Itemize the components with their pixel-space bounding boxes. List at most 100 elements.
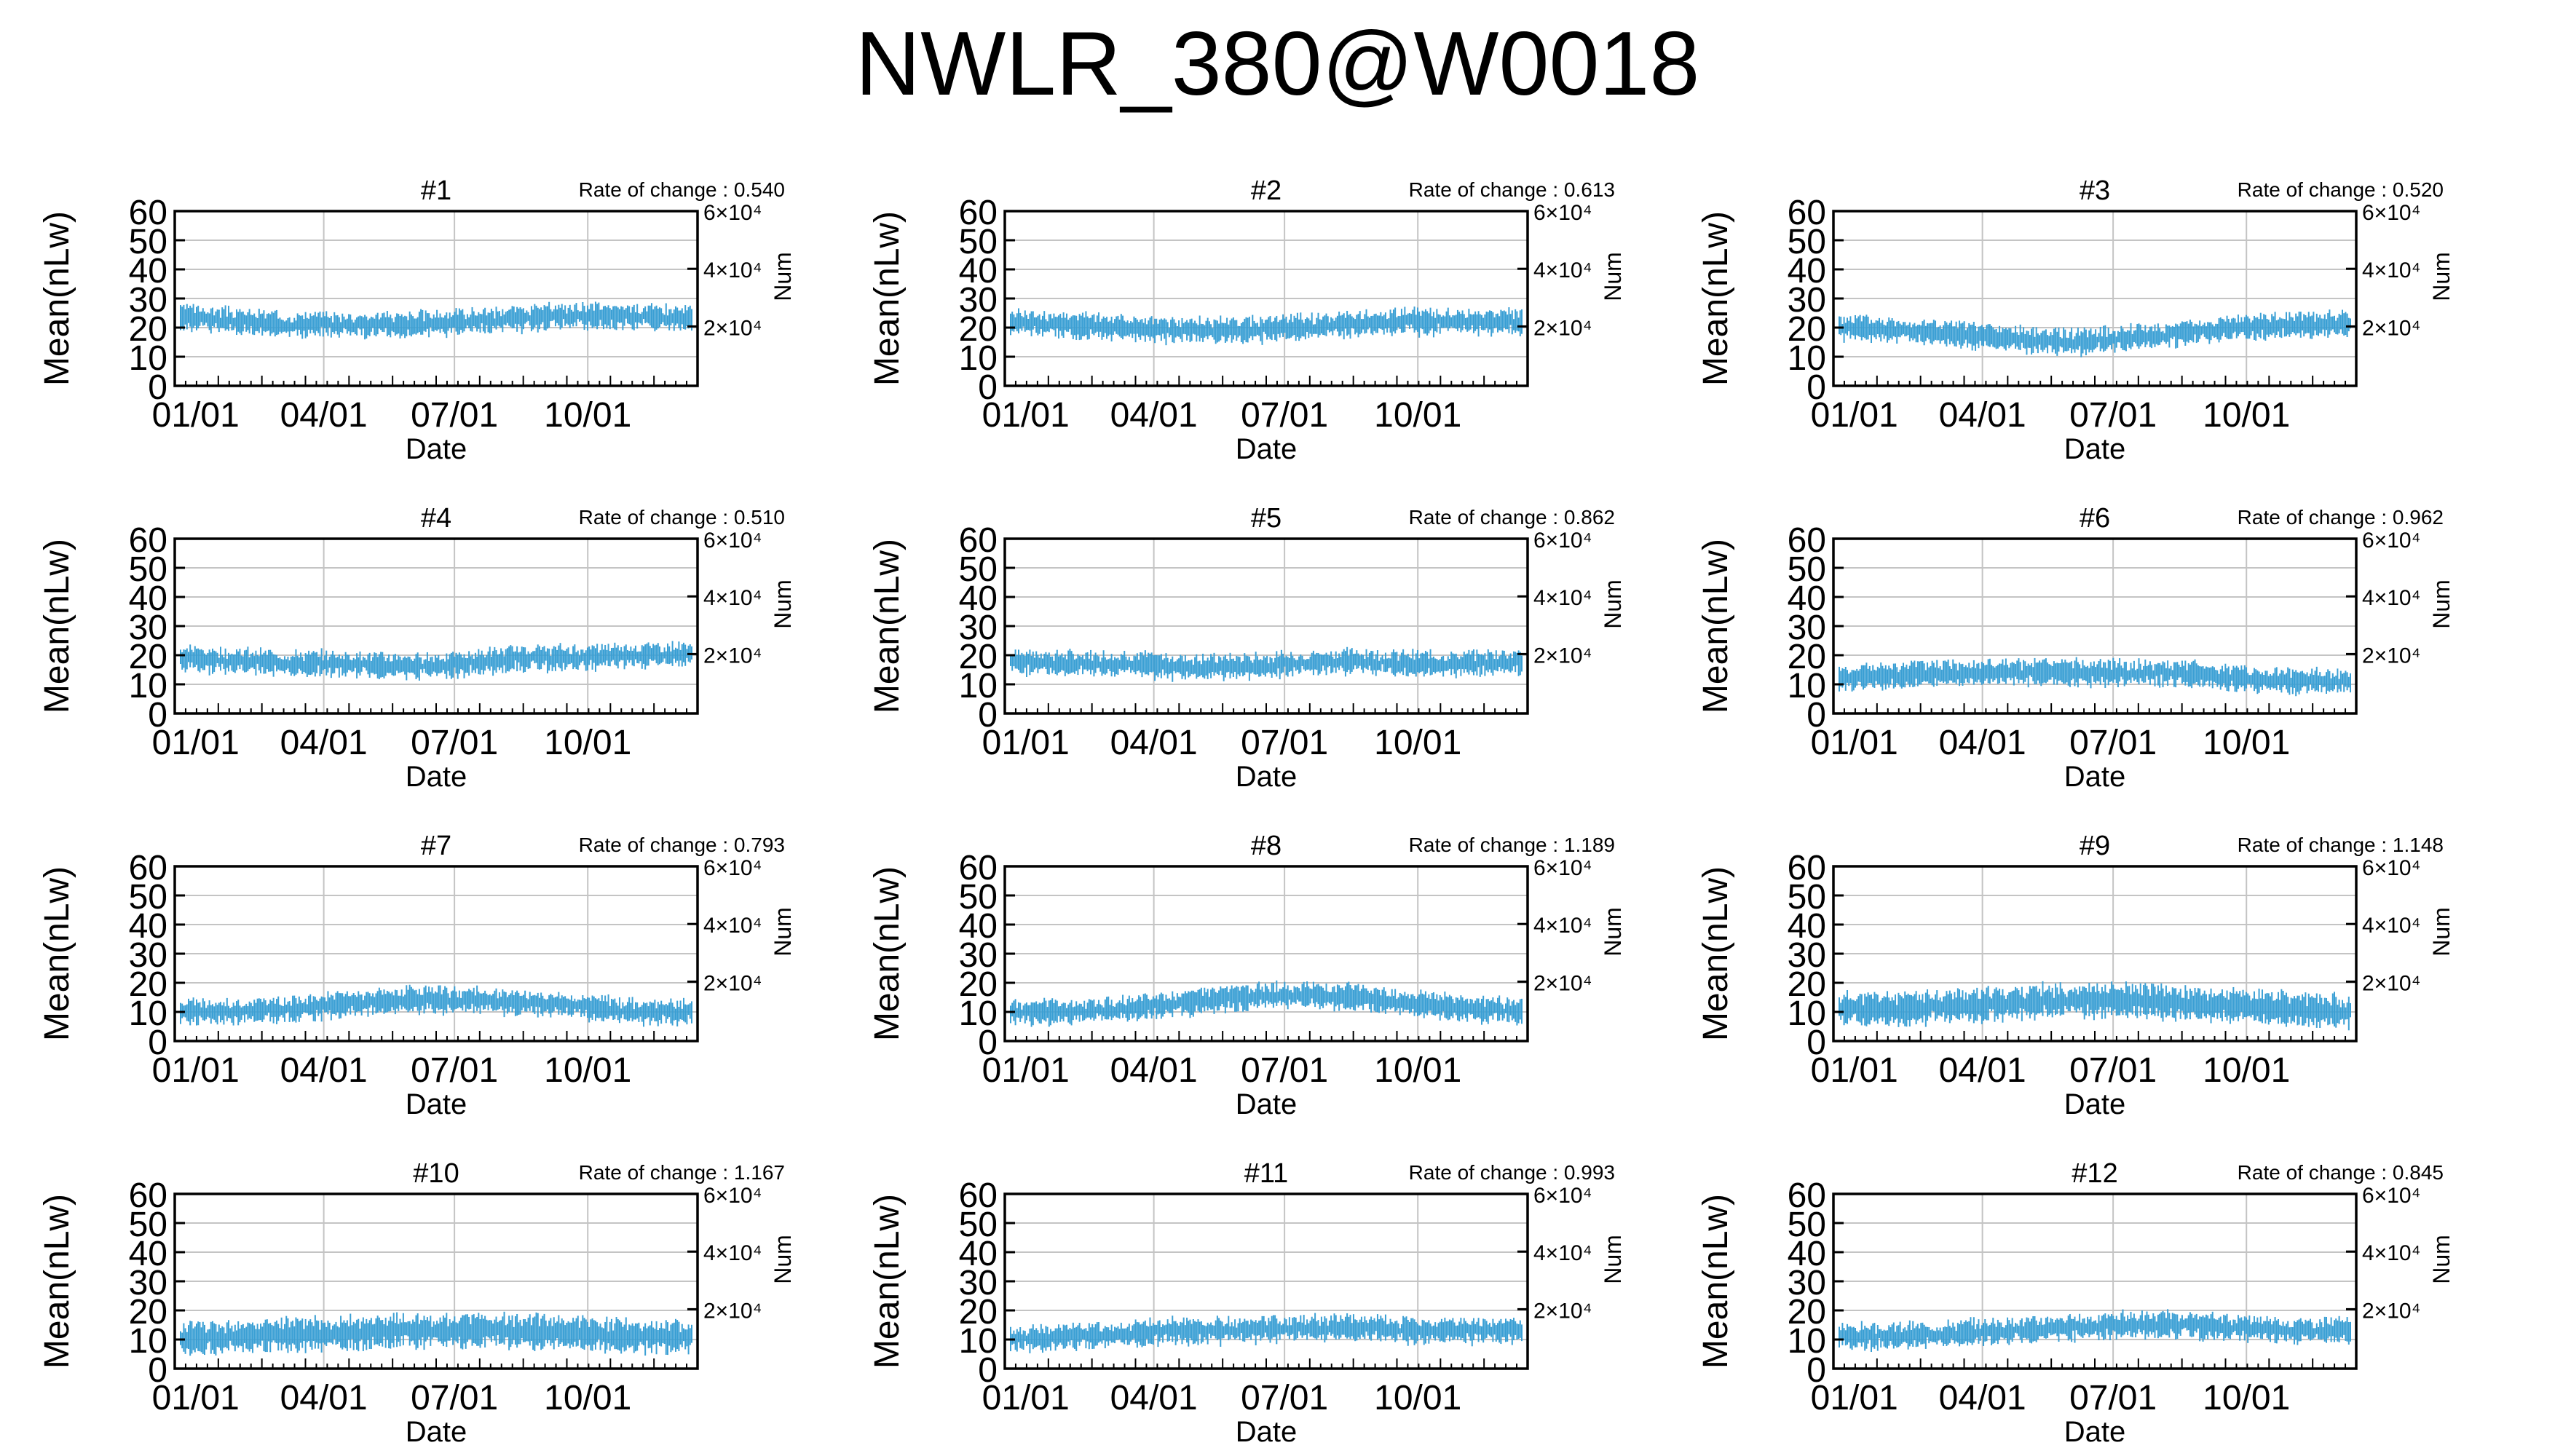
- ytick-label: 50: [959, 223, 998, 261]
- y2tick-label: 4×10⁴: [1533, 586, 1592, 610]
- ytick-label: 40: [1788, 907, 1826, 946]
- xtick-label: 04/01: [280, 396, 368, 435]
- xtick-label: 01/01: [982, 1051, 1070, 1090]
- y2tick-label: 2×10⁴: [703, 644, 762, 668]
- y-axis-label: Mean(nLw): [38, 211, 76, 386]
- ytick-label: 20: [959, 965, 998, 1004]
- ytick-label: 60: [129, 194, 167, 232]
- y2tick-label: 4×10⁴: [703, 258, 762, 282]
- ytick-label: 20: [129, 310, 167, 349]
- ytick-label: 20: [959, 1293, 998, 1332]
- y2tick-label: 2×10⁴: [703, 1299, 762, 1323]
- ytick-label: 50: [129, 1206, 167, 1244]
- xtick-label: 01/01: [152, 396, 240, 435]
- ytick-label: 50: [1788, 1206, 1826, 1244]
- xtick-label: 01/01: [152, 1379, 240, 1417]
- xtick-label: 10/01: [544, 1051, 631, 1090]
- y-axis-label: Mean(nLw): [38, 1194, 76, 1369]
- xtick-label: 04/01: [1939, 1379, 2026, 1417]
- ytick-label: 0: [1806, 696, 1826, 735]
- xtick-label: 07/01: [1241, 1379, 1328, 1417]
- ytick-label: 50: [959, 550, 998, 589]
- ytick-label: 10: [959, 994, 998, 1033]
- y2tick-label: 4×10⁴: [703, 914, 762, 938]
- ytick-label: 40: [959, 252, 998, 290]
- y2tick-label: 6×10⁴: [2362, 201, 2420, 225]
- ytick-label: 20: [129, 965, 167, 1004]
- ytick-label: 40: [129, 252, 167, 290]
- xtick-label: 10/01: [544, 1379, 631, 1417]
- y2-axis-label: Num: [2428, 1235, 2455, 1284]
- xtick-label: 04/01: [1110, 1379, 1198, 1417]
- ytick-label: 10: [129, 339, 167, 378]
- panel-title: #11: [1244, 1158, 1289, 1189]
- y2tick-label: 6×10⁴: [2362, 856, 2420, 880]
- ytick-label: 10: [1788, 1322, 1826, 1361]
- ytick-label: 20: [1788, 638, 1826, 676]
- y2tick-label: 6×10⁴: [703, 856, 762, 880]
- xtick-label: 07/01: [1241, 724, 1328, 762]
- xtick-label: 07/01: [2069, 396, 2157, 435]
- y2tick-label: 6×10⁴: [703, 1184, 762, 1208]
- rate-of-change: Rate of change : 1.148: [2238, 834, 2444, 856]
- y2tick-label: 4×10⁴: [703, 1241, 762, 1265]
- rate-of-change: Rate of change : 0.540: [579, 178, 785, 201]
- y2tick-label: 2×10⁴: [1533, 644, 1592, 668]
- ytick-label: 60: [1788, 521, 1826, 560]
- y2tick-label: 4×10⁴: [703, 586, 762, 610]
- y2tick-label: 4×10⁴: [1533, 914, 1592, 938]
- xtick-label: 10/01: [544, 396, 631, 435]
- y2tick-label: 6×10⁴: [2362, 1184, 2420, 1208]
- ytick-label: 10: [1788, 339, 1826, 378]
- xtick-label: 10/01: [2203, 724, 2290, 762]
- xtick-label: 04/01: [1939, 724, 2026, 762]
- ytick-label: 30: [129, 936, 167, 975]
- rate-of-change: Rate of change : 0.520: [2238, 178, 2444, 201]
- panel-title: #7: [421, 831, 451, 861]
- ytick-label: 20: [1788, 310, 1826, 349]
- y2tick-label: 2×10⁴: [703, 971, 762, 995]
- xtick-label: 01/01: [982, 724, 1070, 762]
- xtick-label: 01/01: [982, 1379, 1070, 1417]
- xtick-label: 01/01: [1811, 396, 1898, 435]
- y2tick-label: 4×10⁴: [2362, 1241, 2420, 1265]
- x-axis-label: Date: [406, 761, 467, 793]
- xtick-label: 07/01: [1241, 396, 1328, 435]
- ytick-label: 60: [959, 521, 998, 560]
- panel-title: #9: [2080, 831, 2110, 861]
- rate-of-change: Rate of change : 0.862: [1409, 506, 1615, 529]
- xtick-label: 04/01: [280, 724, 368, 762]
- ytick-label: 50: [129, 550, 167, 589]
- x-axis-label: Date: [2064, 1088, 2126, 1120]
- panel-title: #8: [1251, 831, 1282, 861]
- xtick-label: 07/01: [411, 1379, 498, 1417]
- ytick-label: 0: [978, 696, 998, 735]
- ytick-label: 50: [959, 878, 998, 917]
- ytick-label: 60: [1788, 194, 1826, 232]
- ytick-label: 40: [1788, 252, 1826, 290]
- x-axis-label: Date: [1236, 1088, 1298, 1120]
- y2tick-label: 2×10⁴: [1533, 316, 1592, 340]
- xtick-label: 04/01: [1939, 1051, 2026, 1090]
- y-axis-label: Mean(nLw): [868, 866, 907, 1041]
- ytick-label: 20: [959, 638, 998, 676]
- ytick-label: 50: [959, 1206, 998, 1244]
- ytick-label: 50: [1788, 878, 1826, 917]
- ytick-label: 60: [129, 849, 167, 887]
- y2tick-label: 6×10⁴: [1533, 201, 1592, 225]
- rate-of-change: Rate of change : 0.793: [579, 834, 785, 856]
- xtick-label: 10/01: [2203, 396, 2290, 435]
- ytick-label: 30: [959, 936, 998, 975]
- y2-axis-label: Num: [1600, 1235, 1626, 1284]
- y2tick-label: 2×10⁴: [2362, 971, 2420, 995]
- xtick-label: 04/01: [280, 1379, 368, 1417]
- panel-title: #3: [2080, 175, 2110, 206]
- xtick-label: 07/01: [2069, 1379, 2157, 1417]
